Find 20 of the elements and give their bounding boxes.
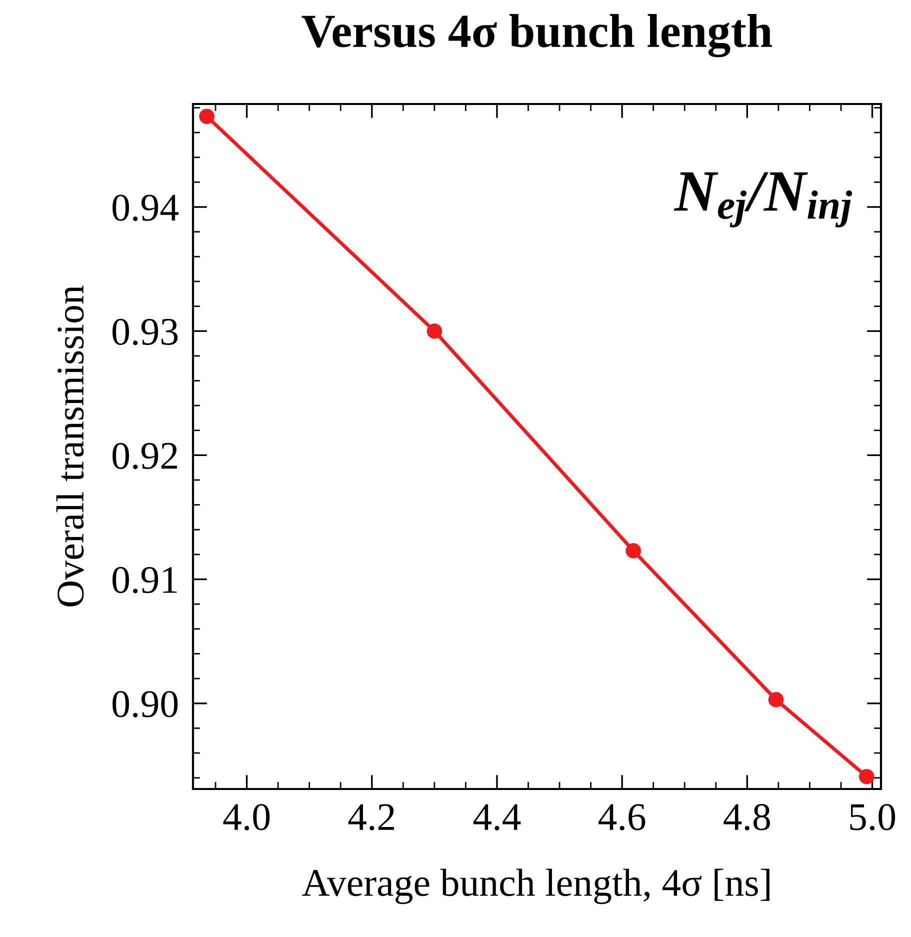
x-tick-label: 4.0 xyxy=(223,804,270,830)
x-axis-title: Average bunch length, 4σ [ns] xyxy=(302,868,770,904)
x-tick-label: 4.2 xyxy=(348,804,394,830)
y-axis-title: Overall transmission xyxy=(56,286,84,606)
x-tick-label: 4.6 xyxy=(598,804,646,830)
x-tick-label: 5.0 xyxy=(850,804,896,830)
y-tick-label: 0.92 xyxy=(112,442,177,470)
point xyxy=(768,692,784,708)
y-tick-label: 0.94 xyxy=(112,194,179,222)
point xyxy=(858,768,874,784)
y-tick-label: 0.93 xyxy=(112,318,178,346)
x-tick-label: 4.8 xyxy=(724,804,770,830)
y-tick-label: 0.91 xyxy=(112,566,177,594)
annotation: N$_{ej}$/N$_{inj}$ xyxy=(674,172,852,228)
chart-title: Versus 4σ bunch length xyxy=(302,14,772,58)
point xyxy=(426,323,442,339)
point xyxy=(199,108,214,124)
x-tick-label: 4.4 xyxy=(473,804,521,830)
y-tick-label: 0.90 xyxy=(112,691,178,718)
point xyxy=(626,543,641,558)
